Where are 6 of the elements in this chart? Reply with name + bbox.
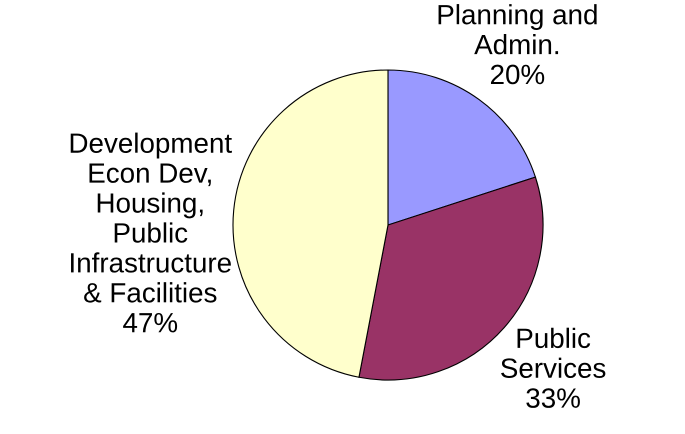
- slice-label: Public Services: [501, 328, 606, 378]
- data-label: 20%: [490, 64, 544, 84]
- data-label: 47%: [123, 312, 178, 332]
- slice-label: Planning and Admin.: [438, 4, 597, 54]
- data-label: 33%: [526, 388, 580, 408]
- slice-label: Development Econ Dev, Housing, Public Infrastructure & Facilities: [70, 132, 232, 303]
